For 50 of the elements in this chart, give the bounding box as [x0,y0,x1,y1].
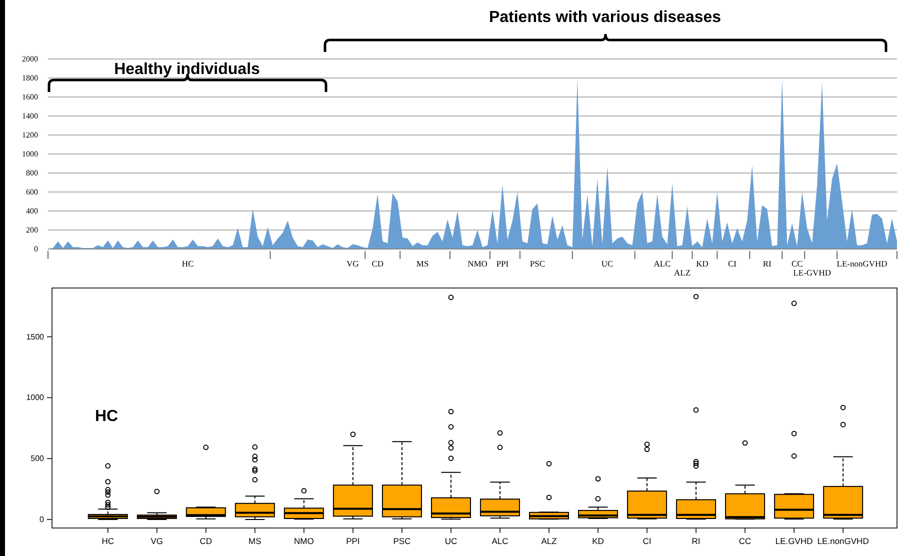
x-tick-label: PPI [346,536,360,546]
y-tick-label: 1400 [22,112,38,121]
annotation: HC [95,408,119,425]
x-tick-label: LE.nonGVHD [817,536,869,546]
y-tick-label: 2000 [22,54,38,64]
x-tick-label: KD [592,536,604,546]
text: Patients with various diseases [488,9,722,26]
x-tick-label: VG [346,258,359,268]
x-tick-label: CI [728,258,737,268]
y-tick-label: 1800 [22,74,38,83]
x-tick-label: ALZ [674,267,691,278]
x-tick-label: ALC [654,258,672,268]
x-tick-label: VG [150,536,164,546]
x-tick-label: NMO [468,258,488,268]
x-tick-label: CI [642,536,652,546]
x-tick-label: MS [248,536,262,546]
y-tick-label: 1000 [22,150,38,159]
x-tick-label: CC [791,258,804,268]
x-tick-label: CC [738,536,752,546]
annotation: Healthy individuals [114,61,260,78]
x-tick-label: UC [444,536,458,546]
y-tick-label: 200 [26,226,38,235]
y-tick-label: 600 [26,188,38,197]
x-tick-label: RI [762,258,772,268]
y-tick-label: 400 [26,206,38,216]
x-tick-label: ALZ [541,536,557,546]
y-tick-label: 1200 [22,130,38,140]
y-tick-label: 1000 [26,393,45,402]
x-tick-label: HC [182,258,194,268]
x-tick-label: CD [200,536,212,546]
x-tick-label: LE.GVHD [775,536,813,546]
x-tick-label: NMO [294,536,314,546]
x-tick-label: HC [102,536,114,546]
x-tick-label: UC [601,258,614,268]
x-tick-label: LE-nonGVHD [836,258,888,268]
x-tick-label: ALC [492,536,508,546]
x-tick-label: RI [692,536,700,546]
y-tick-label: 0 [34,244,38,254]
y-tick-label: 1600 [22,92,38,102]
x-tick-label: KD [696,258,708,268]
y-tick-label: 0 [40,515,45,524]
x-tick-label: PPI [496,258,509,268]
x-tick-label: MS [416,258,429,268]
x-tick-label: PSC [393,536,411,546]
x-tick-label: LE-GVHD [793,267,831,278]
y-tick-label: 500 [30,454,45,464]
y-tick-label: 800 [26,168,38,178]
x-tick-label: PSC [530,258,546,268]
x-tick-label: CD [372,258,384,268]
y-tick-label: 1500 [26,332,45,342]
